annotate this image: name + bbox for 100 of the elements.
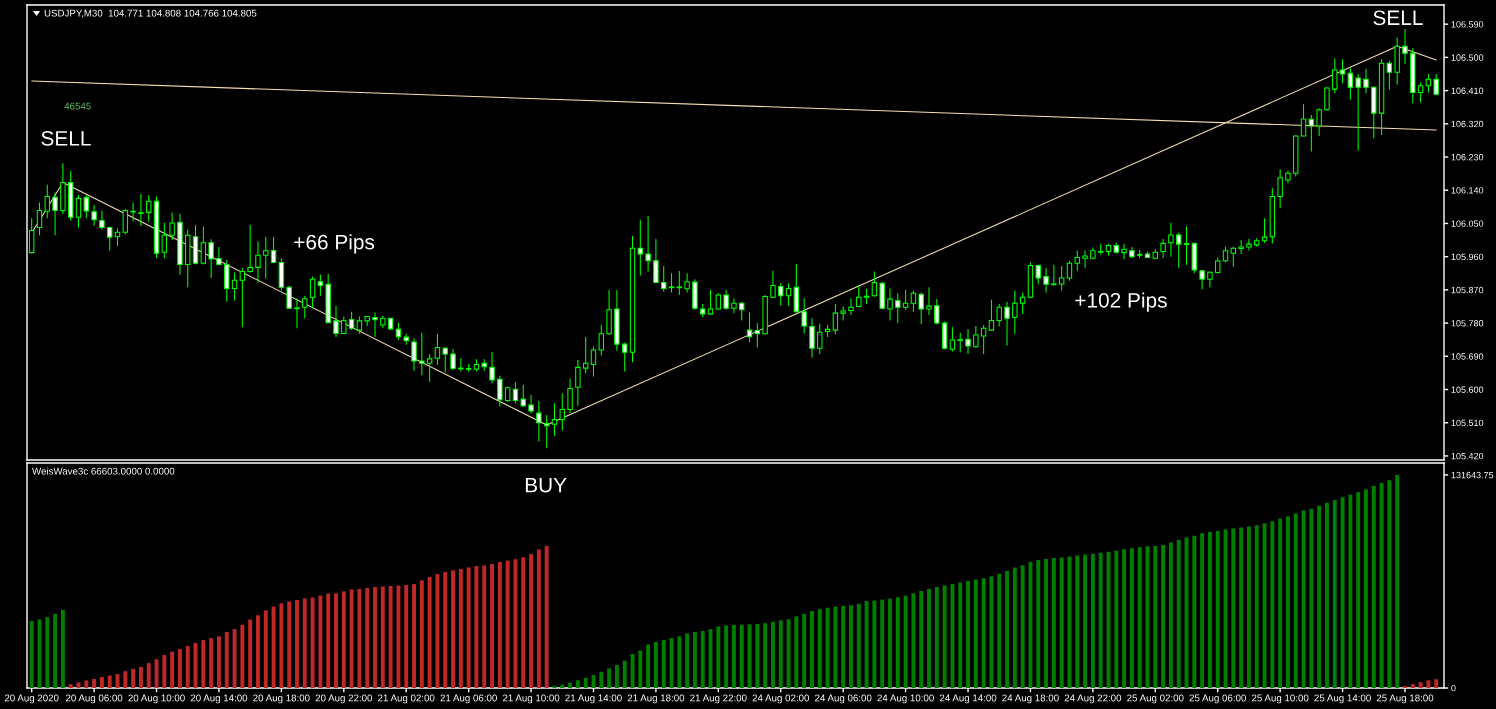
candlestick	[723, 289, 729, 311]
bar	[1028, 561, 1033, 688]
bar	[99, 676, 104, 688]
candlestick	[216, 246, 222, 266]
bar	[60, 609, 65, 688]
candlestick	[419, 332, 425, 376]
bar	[490, 564, 494, 688]
candlestick	[1230, 246, 1237, 268]
bar	[1364, 489, 1368, 688]
annotation: +66 Pips	[294, 234, 375, 254]
candlestick	[926, 286, 932, 316]
y-tick-label: 106.410	[1451, 87, 1484, 94]
bar	[833, 606, 838, 688]
bar	[388, 586, 393, 688]
bar	[771, 621, 775, 688]
candlestick	[902, 289, 909, 311]
candlestick	[1308, 114, 1315, 153]
candlestick	[1355, 73, 1361, 151]
candlestick	[817, 323, 823, 355]
bar	[927, 588, 931, 688]
candlestick	[606, 289, 612, 336]
bar	[1153, 545, 1158, 688]
x-tick-label: 20 Aug 06:00	[65, 694, 123, 704]
bar	[1332, 499, 1337, 688]
bar	[677, 636, 682, 688]
chart-title: WeisWave3c 66603.0000 0.0000	[32, 467, 175, 475]
bar	[256, 615, 260, 688]
candlestick	[489, 351, 495, 384]
bar	[599, 671, 604, 688]
bar	[357, 588, 362, 688]
x-tick-label: 20 Aug 18:00	[253, 694, 310, 704]
bar	[295, 599, 299, 688]
y-tick-label: 105.420	[1451, 452, 1484, 460]
candlestick	[1207, 270, 1213, 288]
candlestick	[224, 259, 230, 303]
candlestick	[1121, 243, 1127, 260]
annotation: SELL	[1373, 10, 1423, 26]
bar	[856, 603, 861, 688]
bar	[646, 644, 651, 688]
candlestick	[934, 298, 940, 325]
bar	[123, 671, 128, 688]
bar	[1270, 521, 1275, 688]
bar	[1122, 549, 1127, 688]
bar	[146, 663, 151, 688]
bar	[1239, 527, 1244, 688]
candlestick	[497, 375, 503, 408]
bar	[217, 636, 221, 688]
candlestick	[146, 194, 152, 223]
bar	[240, 624, 245, 688]
candlestick	[1176, 232, 1182, 269]
candlestick	[1238, 239, 1244, 255]
x-tick-label: 25 Aug 02:00	[1127, 694, 1184, 704]
bar	[1059, 557, 1064, 688]
candlestick	[44, 184, 50, 219]
candlestick	[1012, 290, 1018, 335]
bar	[482, 565, 487, 688]
chart-title: USDJPY,M30 104.771 104.808 104.766 104.805	[44, 9, 257, 18]
bar	[443, 572, 448, 688]
y-tick-label: 105.600	[1451, 386, 1484, 393]
bar	[888, 598, 892, 688]
candlestick	[785, 282, 792, 307]
candlestick	[302, 295, 308, 319]
candlestick	[450, 348, 456, 371]
candlestick	[1261, 217, 1268, 244]
bar	[1176, 540, 1181, 688]
y-tick-label: 0	[1451, 684, 1456, 692]
candlestick	[28, 217, 35, 254]
bar	[131, 668, 136, 688]
y-tick-label: 105.960	[1451, 253, 1484, 261]
candlestick	[512, 381, 519, 404]
x-tick-label: 21 Aug 18:00	[627, 694, 685, 704]
bar	[864, 601, 869, 688]
bar	[1098, 552, 1103, 688]
y-tick-label: 105.870	[1451, 286, 1484, 294]
candlestick	[778, 282, 784, 307]
bar	[872, 600, 877, 688]
candlestick	[333, 305, 339, 338]
candlestick	[161, 222, 168, 259]
y-tick-label: 106.230	[1451, 154, 1484, 161]
candlestick	[107, 225, 113, 251]
bar	[966, 581, 970, 688]
y-tick-label: 106.050	[1451, 220, 1484, 227]
bar	[302, 598, 307, 688]
candlestick	[1386, 60, 1393, 91]
x-tick-label: 21 Aug 14:00	[565, 694, 622, 704]
candlestick	[200, 225, 207, 265]
candlestick	[996, 303, 1002, 327]
candlestick	[442, 346, 448, 374]
candlestick	[122, 208, 129, 236]
bar	[1215, 530, 1220, 688]
bar	[29, 620, 34, 688]
bar	[1309, 508, 1314, 688]
bar	[942, 585, 947, 688]
bar	[334, 593, 338, 688]
bar	[724, 625, 729, 688]
bar	[575, 680, 580, 688]
y-tick-label: 106.500	[1451, 54, 1484, 61]
bar	[373, 586, 377, 688]
bar	[1246, 526, 1251, 688]
bar	[692, 631, 697, 688]
